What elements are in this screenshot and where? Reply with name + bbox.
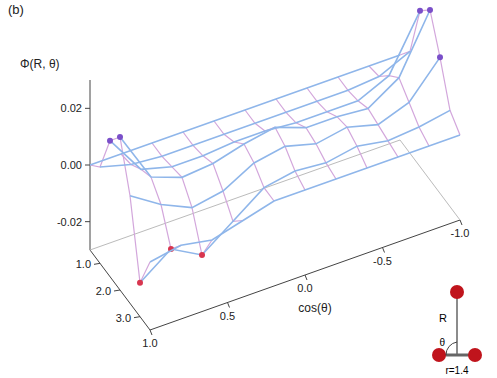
- svg-text:cos(θ): cos(θ): [298, 301, 331, 315]
- svg-text:R: R: [439, 312, 447, 324]
- svg-text:0.00: 0.00: [61, 159, 82, 171]
- svg-text:θ: θ: [439, 337, 445, 348]
- svg-text:-0.02: -0.02: [57, 216, 82, 228]
- svg-text:2.0: 2.0: [96, 285, 111, 297]
- svg-text:0.5: 0.5: [220, 310, 235, 322]
- svg-text:0.0: 0.0: [297, 282, 312, 294]
- svg-text:-0.5: -0.5: [373, 255, 392, 267]
- svg-text:-1.0: -1.0: [451, 227, 470, 239]
- svg-text:(b): (b): [8, 2, 24, 17]
- svg-text:3.0: 3.0: [116, 312, 131, 324]
- svg-text:1.0: 1.0: [142, 337, 157, 349]
- svg-text:0.02: 0.02: [61, 102, 82, 114]
- svg-text:1.0: 1.0: [76, 258, 91, 270]
- svg-text:r=1.4: r=1.4: [445, 365, 469, 376]
- svg-text:Φ(R, θ): Φ(R, θ): [20, 57, 60, 71]
